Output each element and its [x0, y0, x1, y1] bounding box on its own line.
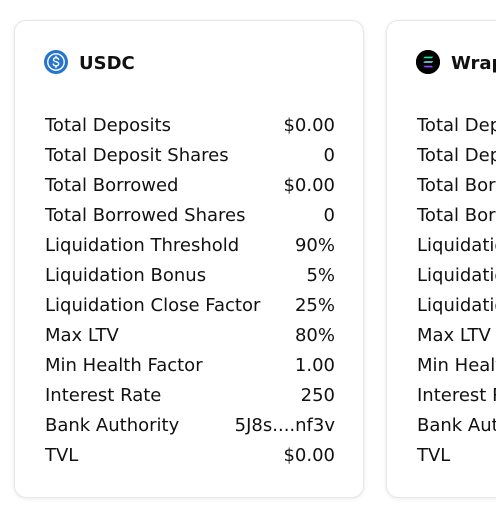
stat-row-liquidation-close-factor: Liquidation Close Factor 25% [45, 293, 335, 323]
stat-row-bank-authority: Bank Authority 5J8s....nf3v [45, 413, 335, 443]
stat-row: Max LTV [417, 323, 496, 353]
stat-label: Total Dep [417, 145, 496, 166]
stat-value: 90% [294, 235, 335, 256]
stats-list: Total Dep Total Dep Total Borr Total Bor… [417, 113, 496, 473]
stat-value: 0 [323, 205, 335, 226]
stat-label: Total Deposit Shares [45, 145, 229, 166]
stat-label: Interest Rate [45, 385, 162, 406]
stat-row: Liquidatio [417, 263, 496, 293]
stat-label: Total Borrowed [45, 175, 179, 196]
card-header: USDC [44, 49, 135, 74]
stat-row: Bank Aut [417, 413, 496, 443]
stat-label: Total Deposits [45, 115, 171, 136]
stat-label: Liquidation Close Factor [45, 295, 261, 316]
stat-label: TVL [45, 445, 79, 466]
stats-list: Total Deposits $0.00 Total Deposit Shares… [45, 113, 335, 473]
stat-row-liquidation-threshold: Liquidation Threshold 90% [45, 233, 335, 263]
stat-row: Interest R [417, 383, 496, 413]
stat-row-tvl: TVL $0.00 [45, 443, 335, 473]
stat-value: $0.00 [283, 445, 335, 466]
stat-value: 250 [300, 385, 335, 406]
stat-label: TVL [417, 445, 451, 466]
token-name: Wrap [451, 53, 496, 74]
stat-label: Total Borr [417, 205, 496, 226]
stat-label: Liquidation Threshold [45, 235, 240, 256]
stat-row-min-health-factor: Min Health Factor 1.00 [45, 353, 335, 383]
stat-value: 5J8s....nf3v [234, 415, 335, 436]
stat-row-total-deposit-shares: Total Deposit Shares 0 [45, 143, 335, 173]
stat-label: Bank Authority [45, 415, 180, 436]
bank-card-usdc[interactable]: USDC Total Deposits $0.00 Total Deposit S… [14, 20, 364, 498]
stat-label: Min Healt [417, 355, 496, 376]
token-name: USDC [79, 53, 135, 74]
stat-label: Liquidation Bonus [45, 265, 207, 286]
usdc-icon [44, 49, 68, 74]
stat-row-total-borrowed-shares: Total Borrowed Shares 0 [45, 203, 335, 233]
stat-label: Max LTV [45, 325, 119, 346]
stat-row-interest-rate: Interest Rate 250 [45, 383, 335, 413]
stat-row: Total Borr [417, 173, 496, 203]
stat-row-liquidation-bonus: Liquidation Bonus 5% [45, 263, 335, 293]
stat-row: Total Dep [417, 143, 496, 173]
stat-row: Total Dep [417, 113, 496, 143]
stat-value: 1.00 [294, 355, 335, 376]
stat-label: Min Health Factor [45, 355, 203, 376]
stat-label: Total Borr [417, 175, 496, 196]
stat-label: Liquidatio [417, 295, 496, 316]
stat-label: Total Dep [417, 115, 496, 136]
stat-value: $0.00 [283, 175, 335, 196]
stat-value: 0 [323, 145, 335, 166]
stat-value: $0.00 [283, 115, 335, 136]
stat-row: TVL [417, 443, 496, 473]
card-header: Wrap [416, 49, 496, 74]
stat-row: Liquidatio [417, 293, 496, 323]
bank-card-wrapped[interactable]: Wrap Total Dep Total Dep Total Borr Tota… [386, 20, 496, 498]
stat-value: 25% [294, 295, 335, 316]
stat-row: Liquidatio [417, 233, 496, 263]
stat-row-max-ltv: Max LTV 80% [45, 323, 335, 353]
stat-value: 80% [294, 325, 335, 346]
stat-row: Min Healt [417, 353, 496, 383]
stat-row-total-borrowed: Total Borrowed $0.00 [45, 173, 335, 203]
stat-label: Max LTV [417, 325, 491, 346]
stat-value: 5% [306, 265, 335, 286]
stat-label: Total Borrowed Shares [45, 205, 246, 226]
solana-icon [416, 49, 440, 74]
stat-row: Total Borr [417, 203, 496, 233]
stat-row-total-deposits: Total Deposits $0.00 [45, 113, 335, 143]
stat-label: Bank Aut [417, 415, 496, 436]
stat-label: Liquidatio [417, 235, 496, 256]
stat-label: Interest R [417, 385, 496, 406]
stat-label: Liquidatio [417, 265, 496, 286]
